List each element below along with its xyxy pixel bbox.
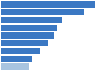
Bar [1,56,32,62]
Bar [1,25,57,31]
Bar [1,32,54,39]
Bar [1,17,62,23]
Bar [1,9,84,15]
Bar [1,1,95,8]
Bar [1,63,29,70]
Bar [1,40,48,46]
Bar [1,48,40,54]
